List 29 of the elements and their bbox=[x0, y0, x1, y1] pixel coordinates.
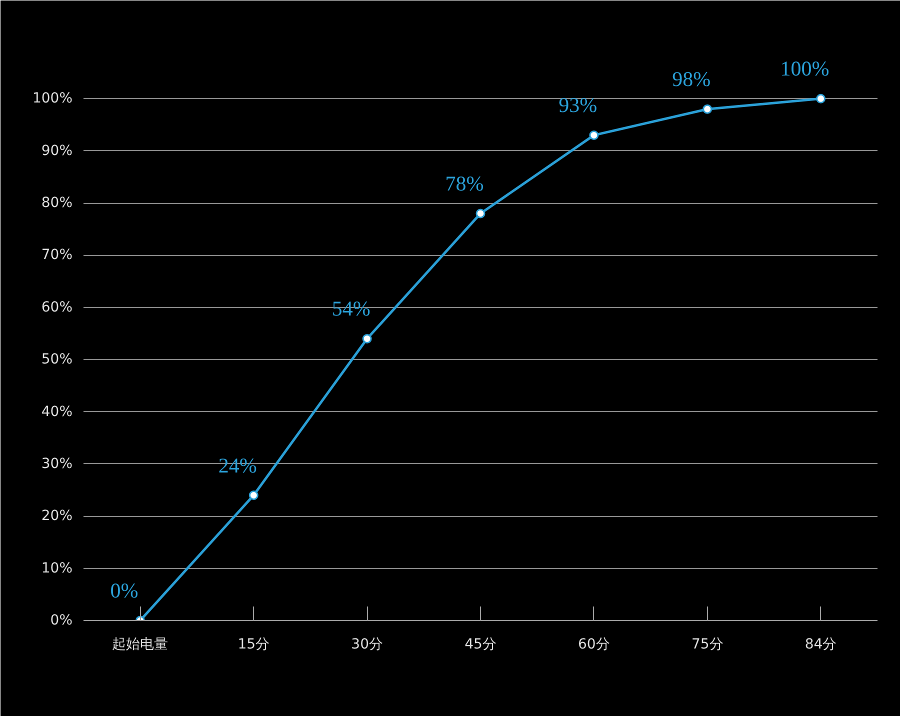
y-tick-label: 70% bbox=[41, 247, 73, 264]
y-tick-label: 0% bbox=[50, 612, 73, 628]
y-tick-label: 50% bbox=[41, 352, 73, 368]
y-tick-label: 10% bbox=[41, 560, 73, 576]
point bbox=[362, 334, 372, 344]
x-tick-label: 起始电量 bbox=[112, 636, 168, 652]
x-tick-label: 75分 bbox=[691, 636, 724, 652]
x-tick-label: 30分 bbox=[351, 636, 383, 652]
x-tick-label: 15分 bbox=[238, 636, 270, 652]
x-tick-label: 84分 bbox=[804, 636, 837, 652]
x-tick-label: 45分 bbox=[464, 636, 496, 652]
data-label: 98% bbox=[672, 67, 711, 92]
y-tick-label: 20% bbox=[41, 508, 73, 524]
y-tick-label: 40% bbox=[41, 404, 73, 420]
data-label: 100% bbox=[780, 56, 830, 81]
y-tick-label: 80% bbox=[41, 195, 73, 212]
data-label: 78% bbox=[445, 171, 484, 196]
x-tick-label: 60分 bbox=[578, 636, 610, 652]
point bbox=[816, 94, 826, 104]
point bbox=[248, 490, 258, 500]
y-tick-label: 90% bbox=[41, 142, 73, 159]
y-tick-label: 60% bbox=[41, 299, 73, 316]
data-label: 93% bbox=[558, 93, 598, 118]
point bbox=[476, 208, 486, 218]
point bbox=[702, 104, 712, 114]
y-tick-label: 100% bbox=[32, 90, 73, 107]
y-tick-label: 30% bbox=[41, 456, 73, 472]
point bbox=[589, 130, 599, 140]
data-label: 0% bbox=[110, 578, 138, 602]
